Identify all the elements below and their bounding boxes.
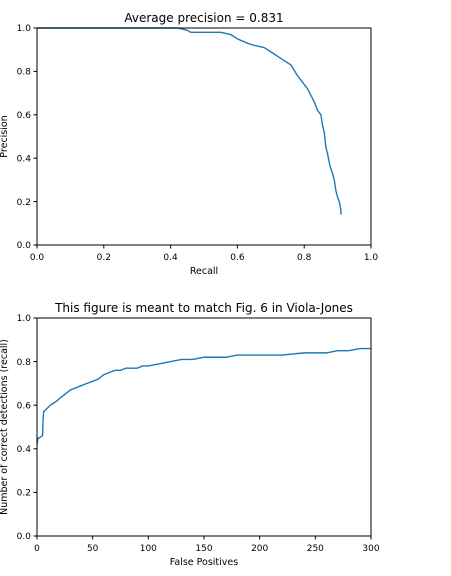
y-tick-label: 0.4 [17, 154, 32, 164]
x-tick-label: 1.0 [364, 253, 379, 263]
chart-title: Average precision = 0.831 [124, 11, 283, 25]
y-tick-label: 1.0 [17, 24, 32, 34]
chart-title: This figure is meant to match Fig. 6 in … [54, 301, 353, 315]
y-tick-label: 0.6 [17, 111, 32, 121]
y-axis-label: Precision [0, 115, 10, 157]
plot-frame [36, 27, 372, 246]
x-tick-label: 0.0 [30, 253, 45, 263]
x-tick-label: 100 [140, 544, 157, 554]
x-axis-label: False Positives [170, 557, 238, 568]
y-tick-label: 0.8 [17, 358, 32, 368]
y-tick-label: 0.0 [17, 532, 32, 542]
x-tick-label: 300 [362, 544, 379, 554]
x-tick-label: 0.4 [163, 253, 178, 263]
y-tick-label: 0.2 [17, 198, 31, 208]
x-tick-label: 0.2 [97, 253, 111, 263]
y-tick-label: 0.6 [17, 401, 32, 411]
series-line [37, 27, 342, 215]
y-axis-label: Number of correct detections (recall) [0, 339, 10, 515]
y-tick-label: 1.0 [17, 314, 32, 324]
x-tick-label: 50 [87, 544, 99, 554]
x-tick-label: 250 [307, 544, 324, 554]
x-axis-label: Recall [190, 266, 218, 277]
x-tick-label: 200 [251, 544, 268, 554]
y-tick-label: 0.4 [17, 445, 32, 455]
x-tick-label: 150 [195, 544, 212, 554]
detections-vs-false-positives-chart: 0 50 100 150 200 250 300 0.0 0.2 0.4 0.6 0.8 1.0 This… [0, 301, 380, 568]
plot-frame [36, 317, 372, 537]
x-tick-label: 0.6 [230, 253, 245, 263]
y-tick-label: 0.8 [17, 68, 32, 78]
y-tick-label: 0.0 [17, 241, 32, 251]
y-tick-label: 0.2 [17, 489, 31, 499]
series-line [36, 347, 371, 445]
x-tick-label: 0 [34, 544, 40, 554]
precision-recall-chart: 0.0 0.2 0.4 0.6 0.8 1.0 0.0 0.2 0.4 0.6 0.8 1.0 Aver… [0, 11, 378, 277]
x-tick-label: 0.8 [297, 253, 312, 263]
